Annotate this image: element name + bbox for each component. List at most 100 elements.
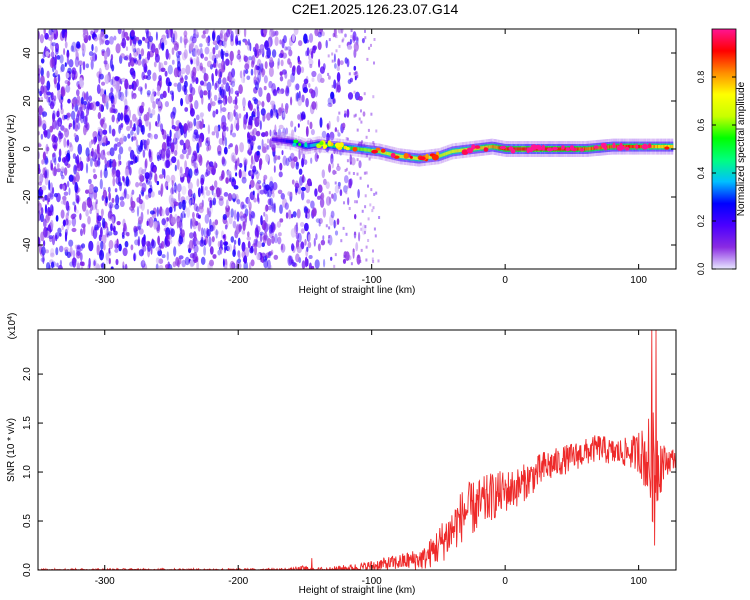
heatmap-noise-cell [207,124,211,135]
heatmap-ridge-peak [664,146,670,150]
heatmap-noise-cell [72,201,76,206]
heatmap-noise-cell [315,233,318,241]
heatmap-ridge-cell [662,145,664,149]
heatmap-noise-cell [315,218,321,224]
heatmap-noise-cell [71,41,77,53]
heatmap-noise-cell [310,157,313,164]
heatmap-ridge-cell [672,145,674,149]
heatmap-noise-cell [138,193,141,201]
heatmap-noise-cell [274,36,279,47]
heatmap-noise-cell [76,162,82,172]
heatmap-noise-cell [328,163,332,173]
heatmap-noise-cell [225,82,230,92]
heatmap-noise-cell [115,43,121,54]
heatmap-noise-cell [236,199,241,205]
heatmap-noise-cell [196,240,200,245]
snr-ytick-label: 0.0 [22,563,33,577]
heatmap-noise-cell [121,234,125,239]
colorbar-tick-label: 0.4 [696,167,706,180]
heatmap-noise-cell [115,194,120,206]
heatmap-noise-cell [171,92,174,102]
heatmap-noise-cell [342,126,345,130]
heatmap-noise-cell [250,170,253,177]
heatmap-noise-cell [140,125,144,133]
heatmap-noise-cell [296,65,302,75]
heatmap-ridge-cell [414,156,417,160]
heatmap-ridge-peak [431,154,439,161]
heatmap-noise-cell [289,191,293,197]
heatmap-noise-cell [164,237,168,248]
colorbar-tick-label: 0.0 [696,263,706,276]
heatmap-ridge-cell [586,147,589,151]
heatmap-noise-cell [57,108,60,117]
heatmap-noise-cell [356,37,359,41]
heatmap-noise-cell [236,40,241,45]
heatmap-noise-cell [338,111,341,115]
heatmap-noise-cell [321,169,325,179]
heatmap-noise-cell [149,155,153,163]
heatmap-ridge-cell [630,145,632,149]
heatmap-noise-cell [256,49,262,56]
heatmap-ridge-cell [519,147,522,151]
heatmap-noise-cell [230,87,234,95]
heatmap-noise-cell [117,153,122,161]
heatmap-ridge-peak [642,143,648,148]
heatmap-noise-cell [333,264,336,268]
heatmap-noise-cell [197,222,201,232]
heatmap-noise-cell [285,85,288,96]
heatmap-noise-cell [222,137,225,146]
heatmap-noise-cell [258,87,263,98]
heatmap-noise-cell [211,131,216,136]
heatmap-noise-cell [156,122,160,128]
heatmap-ridge-cell [454,149,457,153]
heatmap-noise-cell [65,200,70,211]
heatmap-noise-cell [91,101,97,111]
heatmap-ridge-cell [400,154,403,159]
heatmap-noise-cell [158,174,164,179]
heatmap-noise-cell [165,48,169,60]
heatmap-noise-cell [342,37,345,41]
heatmap-noise-cell [330,91,335,100]
heatmap-noise-cell [252,212,256,219]
heatmap-noise-cell [43,218,47,228]
heatmap-noise-cell [75,135,79,143]
heatmap-noise-cell [375,191,378,195]
heatmap-noise-cell [222,94,227,106]
heatmap-noise-cell [50,91,54,101]
heatmap-ridge-cell [495,145,498,149]
heatmap-noise-cell [358,231,361,242]
heatmap-ridge-cell [608,145,611,149]
heatmap-noise-cell [176,159,180,170]
heatmap-noise-cell [158,107,162,113]
heatmap-noise-cell [342,149,345,153]
heatmap-noise-cell [203,228,207,237]
heatmap-noise-cell [49,182,54,193]
heatmap-ridge-cell [367,148,370,152]
heatmap-noise-cell [142,36,146,41]
heatmap-noise-cell [260,101,265,107]
heatmap-noise-cell [181,259,186,268]
heatmap-ridge-cell [588,147,591,151]
heatmap-noise-cell [46,91,52,96]
heatmap-noise-cell [192,57,197,65]
heatmap-ridge-cell [413,156,416,160]
heatmap-noise-cell [109,158,112,169]
heatmap-noise-cell [108,257,111,265]
heatmap-noise-cell [269,56,274,63]
heatmap-noise-cell [168,206,173,213]
heatmap-noise-cell [45,211,51,221]
heatmap-noise-cell [50,51,55,57]
heatmap-noise-cell [145,194,150,200]
heatmap-noise-cell [162,90,167,98]
heatmap-ridge-cell [378,149,381,154]
heatmap-noise-cell [162,129,167,140]
heatmap-ridge-cell [446,151,449,155]
heatmap-noise-cell [305,248,309,257]
heatmap-noise-cell [263,113,267,119]
heatmap-noise-cell [139,173,143,183]
heatmap-noise-cell [63,48,66,56]
heatmap-noise-cell [336,115,340,123]
heatmap-noise-cell [85,63,89,69]
heatmap-noise-cell [72,119,76,130]
heatmap-noise-cell [193,129,199,136]
